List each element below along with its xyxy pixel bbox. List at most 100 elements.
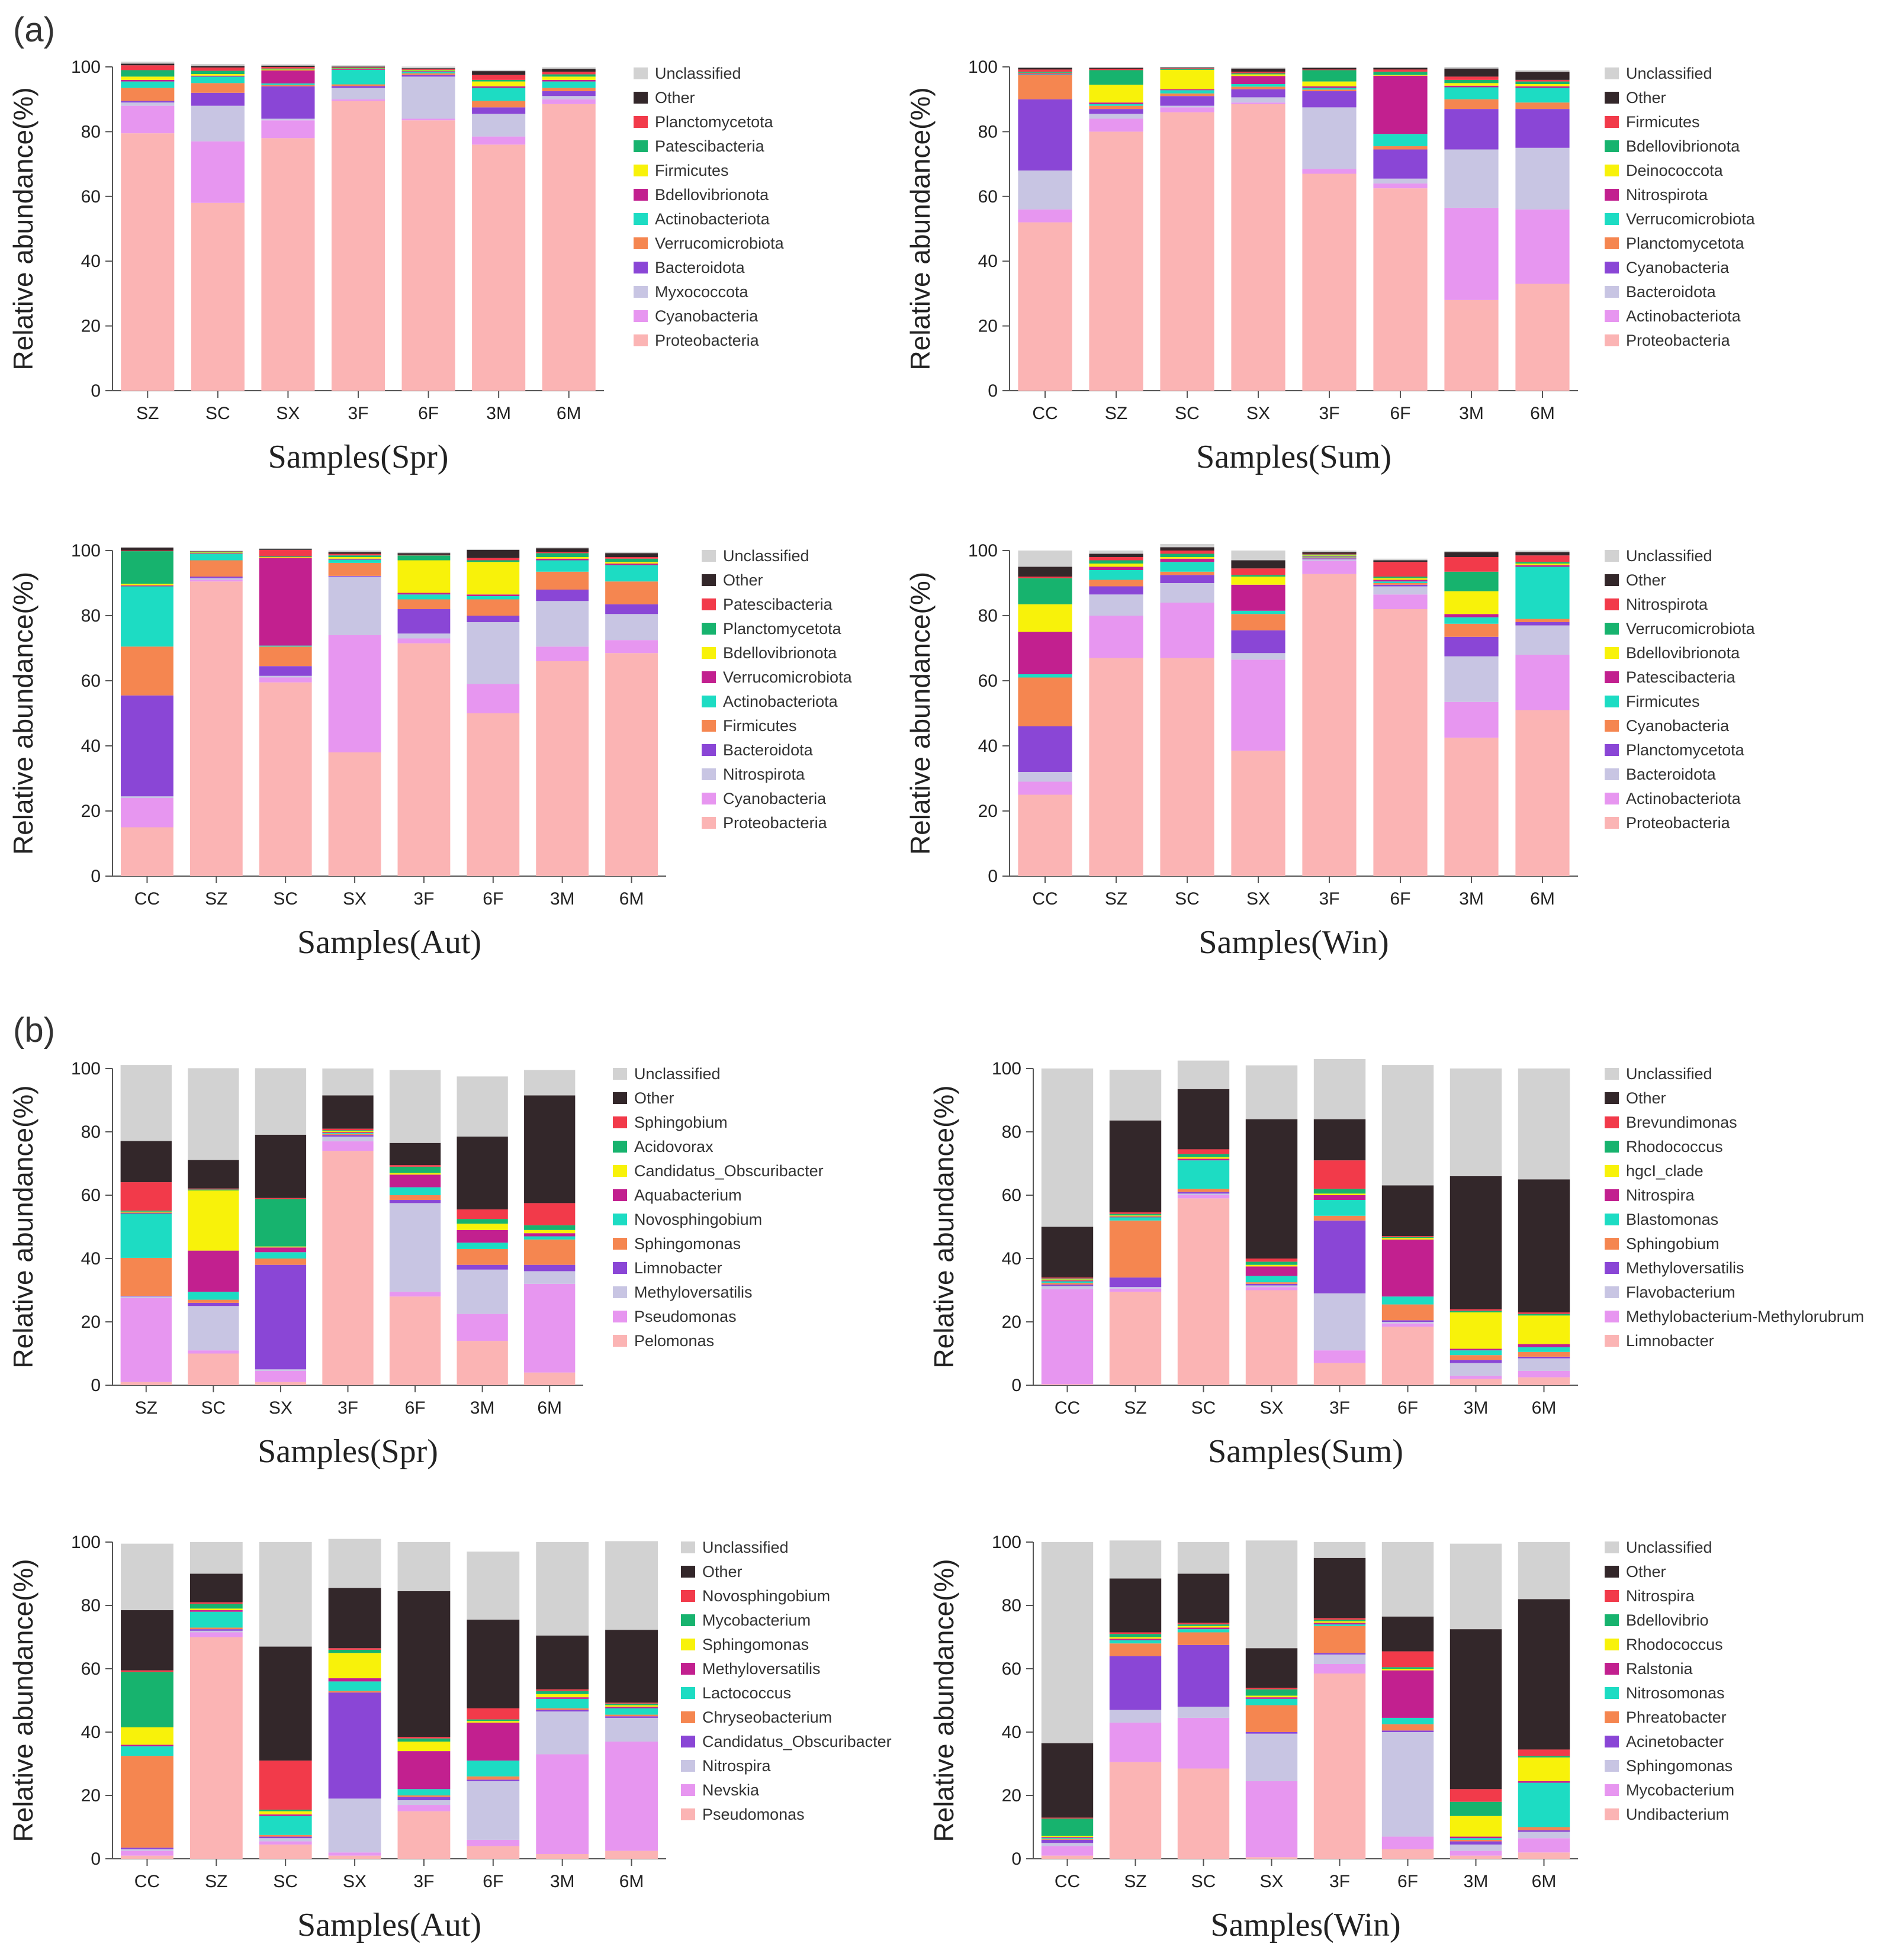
bar-segment — [189, 1602, 243, 1604]
bar-segment — [1109, 1288, 1162, 1292]
bar-segment — [1018, 772, 1072, 782]
bar-segment — [1450, 1839, 1502, 1842]
bar-segment — [328, 1678, 381, 1682]
bar-segment — [259, 666, 312, 676]
legend-swatch — [1605, 1663, 1619, 1675]
bar-segment — [259, 1810, 312, 1811]
legend-label: Sphingobium — [634, 1113, 728, 1131]
bar-segment — [1515, 710, 1570, 876]
bar-segment — [189, 580, 243, 582]
bar-segment — [524, 1095, 576, 1203]
x-axis-title: Samples(Win) — [1210, 1907, 1400, 1943]
bar-segment — [1518, 1827, 1570, 1830]
bar-segment — [1109, 1292, 1162, 1385]
bar-segment — [261, 65, 315, 67]
bar-segment — [1245, 1733, 1298, 1781]
bar-segment — [1381, 1322, 1434, 1324]
bar-segment — [261, 85, 315, 86]
bar-segment — [121, 105, 175, 134]
x-tick-label: SX — [1246, 404, 1270, 423]
bar-segment — [188, 1068, 239, 1160]
bar-segment — [605, 1703, 658, 1705]
bar-segment — [1444, 83, 1499, 86]
bar-segment — [322, 1141, 374, 1151]
bar-segment — [1177, 1193, 1230, 1195]
legend-label: Novosphingobium — [634, 1211, 762, 1228]
legend-swatch — [634, 262, 648, 273]
bar-segment — [1109, 1070, 1162, 1121]
bar-segment — [1444, 571, 1499, 591]
x-tick-label: 6M — [619, 1872, 644, 1891]
x-tick-label: CC — [1032, 889, 1058, 909]
y-tick-label: 0 — [91, 867, 101, 886]
y-tick-label: 100 — [968, 541, 998, 561]
bar-segment — [1089, 67, 1143, 68]
x-tick-label: 3F — [1319, 404, 1339, 423]
bar-segment — [1109, 1287, 1162, 1289]
bar-segment — [1302, 173, 1357, 391]
bar-segment — [1041, 1281, 1094, 1283]
legend-swatch — [1605, 1116, 1619, 1128]
bar-segment — [457, 1264, 508, 1270]
bar-segment — [1515, 552, 1570, 556]
y-tick-label: 80 — [81, 1596, 101, 1615]
y-tick-label: 60 — [81, 187, 101, 207]
bar-segment — [1041, 1817, 1094, 1819]
bar-segment — [467, 1761, 520, 1776]
bar-segment — [328, 577, 381, 635]
bar-segment — [467, 596, 520, 600]
bar-segment — [1245, 1857, 1298, 1859]
legend-label: Chryseobacterium — [702, 1708, 832, 1726]
bar-segment — [401, 120, 455, 391]
bar-segment — [1381, 1616, 1434, 1652]
x-tick-label: 6F — [1397, 1398, 1418, 1418]
bar-segment — [1245, 1276, 1298, 1283]
legend-swatch — [702, 768, 716, 780]
y-axis-title: Relative abundance(%) — [8, 1559, 38, 1842]
bar-segment — [1313, 1119, 1366, 1161]
bar-segment — [188, 1190, 239, 1251]
legend-swatch — [1605, 67, 1619, 79]
bar-segment — [389, 1200, 441, 1203]
bar-segment — [1231, 568, 1285, 575]
bar-segment — [524, 1225, 576, 1230]
bar-segment — [605, 640, 658, 654]
bar-segment — [1302, 556, 1357, 558]
bar-segment — [1245, 1697, 1298, 1699]
bar-segment — [1177, 1060, 1230, 1089]
legend-swatch — [681, 1808, 695, 1820]
legend-swatch — [1605, 1165, 1619, 1177]
x-tick-label: SZ — [205, 1872, 227, 1891]
bar-segment — [1444, 68, 1499, 77]
bar-segment — [1450, 1844, 1502, 1851]
bar-segment — [121, 1672, 173, 1727]
bar-segment — [1109, 1217, 1162, 1221]
bar-segment — [605, 1705, 658, 1707]
bar-segment — [1177, 1158, 1230, 1161]
y-tick-label: 60 — [978, 187, 998, 207]
bar-segment — [389, 1173, 441, 1175]
bar-segment — [1160, 547, 1214, 551]
bar-segment — [1231, 74, 1285, 76]
bar-segment — [605, 564, 658, 565]
bar-segment — [1444, 656, 1499, 702]
x-tick-label: 6M — [557, 404, 581, 423]
legend-label: Firmicutes — [1626, 113, 1700, 131]
x-tick-label: 6M — [537, 1398, 562, 1418]
bar-segment — [1231, 577, 1285, 585]
bar-segment — [524, 1239, 576, 1265]
bar-segment — [605, 1708, 658, 1715]
legend-label: Candidatus_Obscuribacter — [634, 1162, 824, 1180]
legend-label: Patescibacteria — [723, 596, 833, 613]
bar-segment — [1450, 1309, 1502, 1311]
legend-label: Unclassified — [1626, 1065, 1712, 1083]
bar-segment — [401, 73, 455, 75]
legend-label: Other — [655, 89, 695, 107]
bar-segment — [1450, 1312, 1502, 1349]
legend-swatch — [702, 817, 716, 829]
bar-segment — [1518, 1356, 1570, 1359]
bar-segment — [1041, 1837, 1094, 1838]
bar-segment — [121, 646, 173, 696]
bar-segment — [1089, 586, 1143, 595]
bar-segment — [328, 1798, 381, 1853]
